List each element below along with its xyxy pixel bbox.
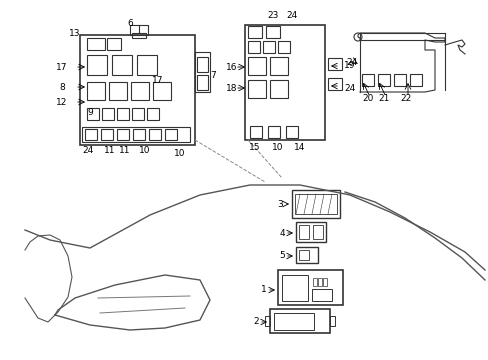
Bar <box>247 57 265 75</box>
Text: 16: 16 <box>226 63 237 72</box>
Bar <box>295 222 325 242</box>
Text: 10: 10 <box>174 149 185 158</box>
Bar <box>247 41 260 53</box>
Bar <box>131 82 149 100</box>
Bar <box>282 275 307 301</box>
Bar <box>263 41 274 53</box>
Bar <box>409 74 421 86</box>
Bar <box>117 129 129 140</box>
Bar <box>101 129 113 140</box>
Text: 23: 23 <box>267 10 278 19</box>
Text: 11: 11 <box>119 145 130 154</box>
Text: 6: 6 <box>127 18 133 27</box>
Text: 11: 11 <box>104 145 116 154</box>
Bar <box>149 129 161 140</box>
Bar <box>317 278 321 286</box>
Bar <box>197 57 207 72</box>
Bar <box>133 129 145 140</box>
Bar <box>247 80 265 98</box>
Bar <box>130 25 148 35</box>
Bar <box>249 126 262 138</box>
Bar <box>291 190 339 218</box>
Bar <box>132 108 143 120</box>
Text: 19: 19 <box>344 60 355 69</box>
Bar <box>112 55 132 75</box>
Text: 14: 14 <box>294 143 305 152</box>
Bar <box>147 108 159 120</box>
Bar <box>109 82 127 100</box>
Text: 20: 20 <box>362 94 373 103</box>
Bar <box>323 278 326 286</box>
Bar <box>298 250 308 260</box>
Bar <box>107 38 121 50</box>
Text: 24: 24 <box>344 84 355 93</box>
Bar <box>87 55 107 75</box>
Bar <box>377 74 389 86</box>
Bar <box>265 26 280 38</box>
Bar <box>247 26 262 38</box>
Bar <box>285 126 297 138</box>
Bar <box>311 289 331 301</box>
Bar <box>153 82 171 100</box>
Bar <box>244 25 325 140</box>
Bar <box>87 82 105 100</box>
Bar <box>102 108 114 120</box>
Text: 10: 10 <box>272 143 283 152</box>
Bar <box>295 247 317 263</box>
Bar <box>80 35 195 145</box>
Bar <box>197 75 207 90</box>
Bar <box>264 316 269 326</box>
Bar <box>393 74 405 86</box>
Bar <box>87 38 105 50</box>
Text: 2: 2 <box>253 318 258 327</box>
Text: 24: 24 <box>82 145 93 154</box>
Bar <box>294 194 336 214</box>
Text: 3: 3 <box>277 199 282 208</box>
Text: 8: 8 <box>59 82 65 91</box>
Bar <box>298 225 308 239</box>
Bar <box>312 225 323 239</box>
Bar <box>273 313 313 330</box>
Bar <box>361 74 373 86</box>
Text: 4: 4 <box>279 229 284 238</box>
Text: 7: 7 <box>210 71 215 80</box>
Text: 18: 18 <box>226 84 237 93</box>
Bar <box>278 270 342 305</box>
Bar <box>85 129 97 140</box>
Bar <box>269 309 329 333</box>
Bar <box>269 57 287 75</box>
Bar <box>327 78 341 90</box>
Polygon shape <box>25 235 72 322</box>
Bar <box>132 33 146 38</box>
Text: 17: 17 <box>56 63 68 72</box>
Text: 13: 13 <box>69 28 81 37</box>
Bar <box>329 316 334 326</box>
Text: 10: 10 <box>139 145 150 154</box>
Bar <box>87 108 99 120</box>
Bar <box>267 126 280 138</box>
Bar <box>195 52 209 92</box>
Text: 17: 17 <box>152 76 163 85</box>
Text: 12: 12 <box>56 98 67 107</box>
Bar <box>312 278 316 286</box>
Bar <box>278 41 289 53</box>
Text: 24: 24 <box>346 58 357 67</box>
Bar <box>82 127 190 142</box>
Text: 21: 21 <box>378 94 389 103</box>
Bar <box>269 80 287 98</box>
Text: 5: 5 <box>279 252 285 261</box>
Bar <box>117 108 129 120</box>
Text: 15: 15 <box>249 143 260 152</box>
Text: 24: 24 <box>286 10 297 19</box>
Text: 9: 9 <box>87 108 93 117</box>
Bar <box>327 58 341 70</box>
Text: 1: 1 <box>261 285 266 294</box>
Bar <box>164 129 177 140</box>
Bar <box>137 55 157 75</box>
Text: 22: 22 <box>400 94 411 103</box>
